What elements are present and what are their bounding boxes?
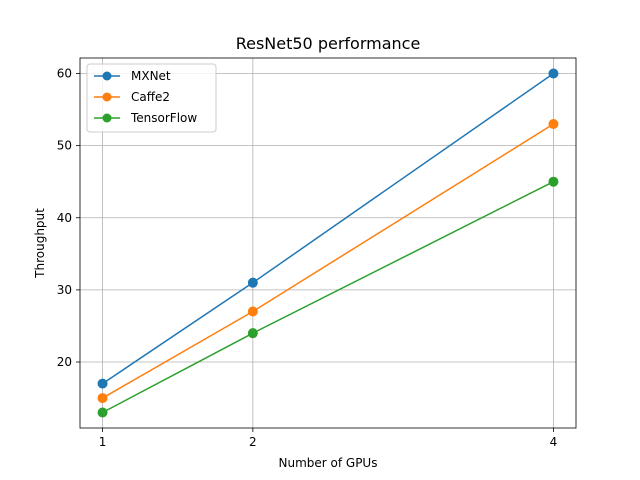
- data-point-mxnet: [247, 277, 258, 288]
- data-point-caffe2: [247, 306, 258, 317]
- chart-title: ResNet50 performance: [236, 34, 421, 53]
- data-point-caffe2: [97, 393, 108, 404]
- y-tick-label: 20: [57, 355, 72, 369]
- x-axis-label: Number of GPUs: [279, 456, 378, 470]
- data-point-mxnet: [97, 378, 108, 389]
- legend-label-mxnet: MXNet: [131, 69, 171, 83]
- legend-label-tensorflow: TensorFlow: [130, 111, 197, 125]
- data-point-caffe2: [548, 118, 559, 129]
- y-tick-label: 30: [57, 283, 72, 297]
- series-group: [97, 68, 559, 418]
- legend: MXNet Caffe2 TensorFlow: [86, 63, 217, 133]
- x-tick-label: 4: [550, 435, 558, 449]
- x-tick-label: 2: [249, 435, 257, 449]
- data-point-tensorflow: [97, 407, 108, 418]
- legend-marker-tensorflow: [102, 113, 112, 123]
- data-point-tensorflow: [247, 328, 258, 339]
- legend-frame: [86, 63, 217, 133]
- data-point-tensorflow: [548, 176, 559, 187]
- x-tick-label: 1: [99, 435, 107, 449]
- legend-marker-mxnet: [102, 71, 112, 81]
- y-tick-label: 40: [57, 211, 72, 225]
- data-point-mxnet: [548, 68, 559, 79]
- legend-marker-caffe2: [102, 92, 112, 102]
- plot-area: [79, 57, 577, 429]
- y-tick-label: 50: [57, 139, 72, 153]
- axis-ticks: 1 2 4 20 30 40 50 60: [57, 67, 558, 449]
- legend-label-caffe2: Caffe2: [131, 90, 170, 104]
- y-tick-label: 60: [57, 67, 72, 81]
- y-axis-label: Throughput: [33, 208, 47, 279]
